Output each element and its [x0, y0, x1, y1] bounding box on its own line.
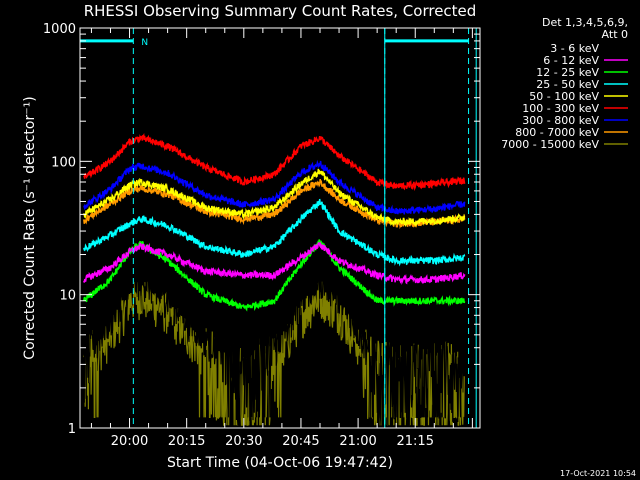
legend-label: 12 - 25 keV: [536, 66, 599, 79]
plot-frame: [79, 27, 481, 429]
legend-header: Det 1,3,4,5,6,9,: [542, 16, 628, 29]
legend-label: 300 - 800 keV: [522, 114, 599, 127]
y-axis-label: Corrected Count Rate (s⁻¹ detector⁻¹): [22, 96, 38, 359]
series-line-7: [83, 179, 466, 230]
y-axis: 1 10 100 1000: [43, 22, 480, 437]
x-axis: 20:00 20:15 20:30 20:45 21:00 21:15: [90, 28, 473, 449]
x-axis-label: Start Time (04-Oct-06 19:47:42): [167, 455, 393, 471]
y-tick-label: 1000: [43, 22, 76, 37]
y-tick-label: 10: [59, 289, 76, 304]
series-line-3: [83, 198, 466, 267]
series-line-0: [83, 260, 466, 426]
x-tick-label: 20:00: [111, 434, 148, 449]
legend-label: 800 - 7000 keV: [515, 126, 599, 139]
legend-header: Att 0: [602, 28, 628, 41]
legend-label: 100 - 300 keV: [522, 102, 599, 115]
x-tick-label: 21:15: [397, 434, 434, 449]
x-tick-label: 20:15: [168, 434, 205, 449]
legend-label: 50 - 100 keV: [529, 90, 599, 103]
series-line-4: [83, 168, 466, 228]
legend-label: 25 - 50 keV: [536, 78, 599, 91]
x-tick-label: 20:30: [225, 434, 262, 449]
x-tick-label: 20:45: [282, 434, 319, 449]
series-line-5: [83, 132, 466, 192]
y-tick-label: 100: [51, 155, 76, 170]
series-line-1: [83, 241, 466, 286]
legend-label: 7000 - 15000 keV: [501, 138, 599, 151]
legend-label: 3 - 6 keV: [550, 42, 599, 55]
chart-title: RHESSI Observing Summary Count Rates, Co…: [84, 2, 477, 20]
series-line-6: [83, 159, 466, 215]
night-label: N: [141, 38, 148, 48]
series-traces: [83, 132, 466, 426]
footer-date: 17-Oct-2021 10:54: [560, 469, 636, 478]
y-tick-label: 1: [68, 422, 76, 437]
x-tick-label: 21:00: [339, 434, 376, 449]
legend-label: 6 - 12 keV: [543, 54, 599, 67]
